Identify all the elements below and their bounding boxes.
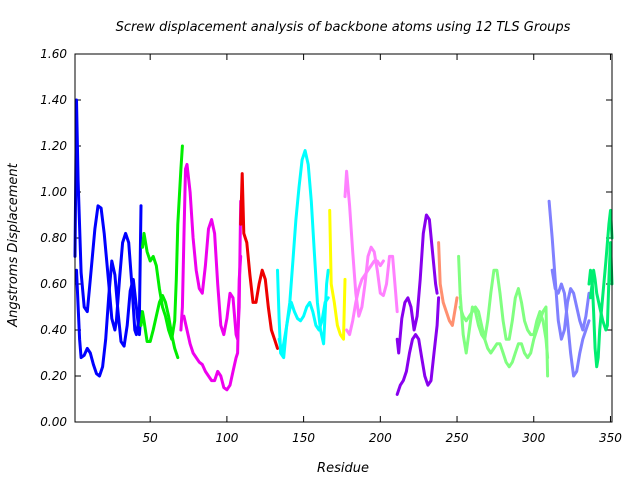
y-tick-label: 1.00 xyxy=(40,185,67,199)
series-line-group xyxy=(139,144,184,360)
series-line xyxy=(75,259,143,378)
series-line-group xyxy=(587,208,614,369)
series-line xyxy=(141,144,184,341)
y-tick-label: 0.80 xyxy=(40,231,67,245)
series-line-group xyxy=(457,254,550,378)
x-tick-label: 50 xyxy=(143,431,159,445)
series-layer xyxy=(73,98,614,396)
series-line xyxy=(589,241,614,332)
y-tick-label: 1.60 xyxy=(40,47,67,61)
axis-ticks: 0.00 0.20 0.40 0.60 0.80 1.00 1.20 1.40 1.60 50 10… xyxy=(40,47,622,445)
y-tick-label: 0.40 xyxy=(40,323,67,337)
series-line-group xyxy=(328,208,347,341)
series-line-group xyxy=(179,162,243,392)
y-tick-label: 1.40 xyxy=(40,93,67,107)
series-line-group xyxy=(547,199,591,378)
y-tick-label: 0.00 xyxy=(40,415,67,429)
x-tick-label: 250 xyxy=(446,431,469,445)
y-tick-label: 1.20 xyxy=(40,139,67,153)
series-line-group xyxy=(276,149,330,360)
plot-frame xyxy=(74,53,613,423)
series-line xyxy=(395,213,439,355)
series-line xyxy=(139,294,180,360)
series-line xyxy=(550,268,591,378)
x-tick-label: 350 xyxy=(599,431,622,445)
series-line xyxy=(239,172,279,350)
series-line xyxy=(437,241,459,327)
y-axis-label: Angstroms Displacement xyxy=(6,162,21,327)
y-tick-label: 0.60 xyxy=(40,277,67,291)
x-tick-label: 100 xyxy=(215,431,238,445)
series-line xyxy=(179,162,243,341)
x-tick-label: 150 xyxy=(292,431,315,445)
series-line-group xyxy=(73,98,143,378)
series-line-group xyxy=(239,172,279,350)
series-line xyxy=(458,305,550,378)
series-line xyxy=(182,254,243,392)
x-tick-label: 200 xyxy=(369,431,392,445)
series-line xyxy=(73,98,143,337)
series-line-group xyxy=(343,169,399,337)
x-tick-label: 300 xyxy=(522,431,545,445)
series-line-group xyxy=(395,213,441,396)
y-tick-label: 0.20 xyxy=(40,369,67,383)
x-axis-label: Residue xyxy=(317,461,369,476)
series-line xyxy=(343,169,399,318)
series-line xyxy=(395,296,441,396)
series-line xyxy=(547,199,591,341)
series-line-group xyxy=(437,241,459,327)
chart-title: Screw displacement analysis of backbone … xyxy=(116,20,571,35)
series-line xyxy=(328,208,347,341)
series-line xyxy=(277,296,330,355)
series-line xyxy=(345,259,385,337)
